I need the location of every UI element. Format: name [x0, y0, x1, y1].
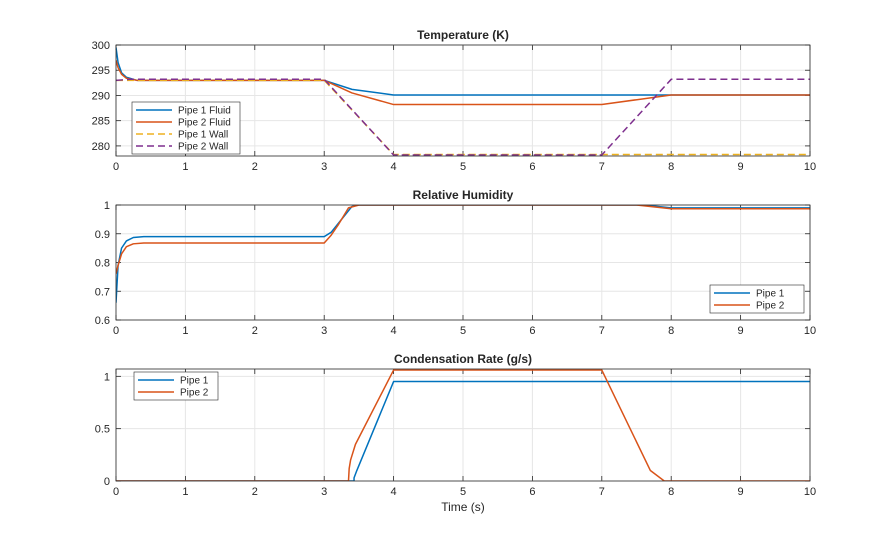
x-tick-label: 7	[599, 325, 605, 337]
x-tick-label: 8	[668, 486, 674, 498]
x-tick-label: 10	[804, 325, 816, 337]
x-tick-label: 5	[460, 486, 466, 498]
legend-label: Pipe 2 Fluid	[178, 118, 231, 129]
y-tick-label: 0.6	[95, 315, 110, 327]
x-tick-label: 3	[321, 325, 327, 337]
legend-box	[709, 284, 805, 314]
series-line-pipe-2-fluid	[116, 59, 810, 106]
x-tick-label: 1	[182, 325, 188, 337]
chart-title: Condensation Rate (g/s)	[394, 352, 532, 366]
legend-label: Pipe 1	[180, 376, 209, 387]
y-tick-label: 0.9	[95, 229, 110, 241]
series-line-pipe-1	[116, 205, 810, 303]
x-tick-label: 3	[321, 161, 327, 173]
x-tick-label: 2	[252, 325, 258, 337]
x-tick-label: 8	[668, 325, 674, 337]
x-tick-label: 2	[252, 161, 258, 173]
series-line-pipe-2-wall	[116, 78, 810, 156]
y-tick-label: 300	[92, 40, 110, 52]
x-tick-label: 2	[252, 486, 258, 498]
axes-box	[115, 204, 811, 321]
x-tick-label: 10	[804, 161, 816, 173]
chart-title: Relative Humidity	[413, 188, 514, 202]
x-tick-label: 6	[529, 161, 535, 173]
legend-label: Pipe 1 Fluid	[178, 106, 231, 117]
x-tick-label: 0	[113, 325, 119, 337]
x-tick-label: 4	[391, 325, 397, 337]
y-tick-label: 0.5	[95, 424, 110, 436]
y-tick-label: 0	[104, 476, 110, 488]
axes-box	[115, 44, 811, 157]
x-tick-label: 4	[391, 486, 397, 498]
x-tick-label: 9	[738, 325, 744, 337]
y-tick-label: 1	[104, 200, 110, 212]
x-tick-label: 6	[529, 325, 535, 337]
x-tick-label: 9	[738, 161, 744, 173]
x-axis-label: Time (s)	[441, 500, 485, 514]
subplot-3: 0 1 2 3 4 5 6 7 8 9 10 0 0.5 1 Condensation Rate (g/s)…	[95, 352, 816, 514]
x-tick-label: 7	[599, 161, 605, 173]
y-tick-label: 285	[92, 116, 110, 128]
legend-label: Pipe 2	[180, 388, 209, 399]
x-tick-label: 0	[113, 161, 119, 173]
legend-label: Pipe 1 Wall	[178, 130, 228, 141]
x-tick-label: 7	[599, 486, 605, 498]
legend-label: Pipe 2 Wall	[178, 142, 228, 153]
x-tick-label: 3	[321, 486, 327, 498]
y-tick-label: 290	[92, 90, 110, 102]
legend-box	[133, 371, 219, 401]
chart-title: Temperature (K)	[417, 28, 509, 42]
x-tick-label: 1	[182, 161, 188, 173]
x-tick-label: 0	[113, 486, 119, 498]
axes-box	[115, 368, 811, 482]
subplot-1: 0 1 2 3 4 5 6 7 8 9 10 280 285 290 295 300 Temperature (…	[92, 28, 816, 173]
x-tick-label: 8	[668, 161, 674, 173]
y-tick-label: 295	[92, 65, 110, 77]
legend-label: Pipe 1	[756, 289, 785, 300]
x-tick-label: 9	[738, 486, 744, 498]
series-line-pipe-2	[116, 205, 810, 275]
y-tick-label: 280	[92, 141, 110, 153]
series-line-pipe-1	[116, 380, 810, 481]
x-tick-label: 10	[804, 486, 816, 498]
x-tick-label: 5	[460, 161, 466, 173]
y-tick-label: 0.7	[95, 286, 110, 298]
x-tick-label: 5	[460, 325, 466, 337]
subplot-2: 0 1 2 3 4 5 6 7 8 9 10 0.6 0.7 0.8 0.9 1 Relative Humidi…	[95, 188, 816, 337]
legend-label: Pipe 2	[756, 301, 785, 312]
y-tick-label: 1	[104, 371, 110, 383]
y-tick-label: 0.8	[95, 258, 110, 270]
series-line-pipe-2	[116, 369, 810, 481]
x-tick-label: 6	[529, 486, 535, 498]
x-tick-label: 4	[391, 161, 397, 173]
x-tick-label: 1	[182, 486, 188, 498]
